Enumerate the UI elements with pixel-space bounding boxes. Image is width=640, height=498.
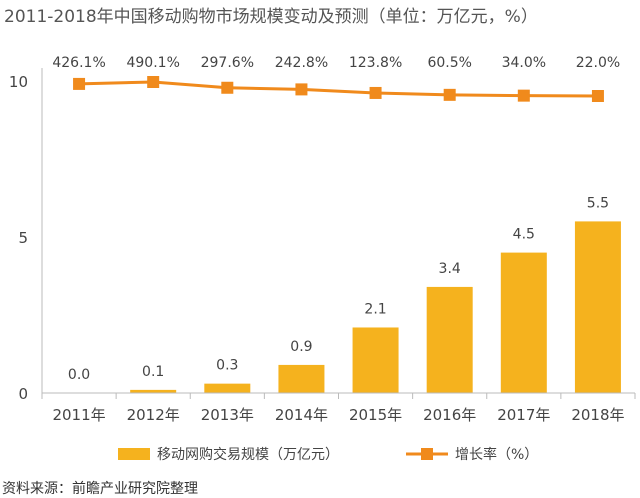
growth-rate-marker — [369, 86, 382, 99]
y-tick-label: 10 — [9, 73, 28, 91]
growth-rate-marker — [73, 77, 86, 90]
y-tick-label: 0 — [18, 385, 28, 403]
x-tick-label: 2013年 — [201, 406, 254, 424]
growth-rate-label: 490.1% — [126, 55, 179, 71]
bar — [574, 221, 621, 393]
growth-rate-marker — [295, 83, 308, 96]
bar — [204, 383, 251, 393]
growth-rate-label: 123.8% — [349, 55, 402, 71]
bar — [130, 389, 177, 393]
x-tick-label: 2016年 — [423, 406, 476, 424]
bar-value-label: 0.1 — [142, 364, 164, 380]
chart-title: 2011-2018年中国移动购物市场规模变动及预测（单位：万亿元，%） — [4, 7, 538, 27]
growth-rate-label: 242.8% — [275, 55, 328, 71]
bar — [278, 364, 325, 393]
x-tick-label: 2015年 — [349, 406, 402, 424]
bar — [352, 327, 399, 393]
x-tick-label: 2017年 — [497, 406, 550, 424]
growth-rate-label: 426.1% — [52, 55, 105, 71]
legend-line-marker — [421, 448, 433, 460]
growth-rate-label: 22.0% — [576, 55, 620, 71]
growth-rate-marker — [591, 90, 604, 102]
x-tick-label: 2018年 — [571, 406, 624, 424]
growth-rate-marker — [517, 89, 530, 102]
growth-rate-label: 297.6% — [201, 55, 254, 71]
growth-rate-label: 34.0% — [502, 55, 546, 71]
bar-value-label: 2.1 — [364, 301, 386, 317]
growth-rate-line — [79, 80, 598, 98]
growth-rate-marker — [443, 88, 456, 101]
legend-line-label: 增长率（%） — [455, 446, 538, 463]
bar — [426, 286, 473, 393]
x-tick-label: 2011年 — [52, 406, 105, 424]
growth-rate-label: 60.5% — [427, 55, 471, 71]
source-note: 资料来源：前瞻产业研究院整理 — [2, 481, 198, 497]
bar-value-label: 4.5 — [513, 227, 535, 243]
bar — [500, 252, 547, 393]
bar-value-label: 0.9 — [290, 339, 312, 355]
bar-value-label: 3.4 — [439, 261, 461, 277]
growth-rate-marker — [221, 81, 234, 94]
y-tick-label: 5 — [18, 229, 28, 247]
growth-rate-marker — [147, 76, 160, 88]
legend-bar-swatch — [118, 448, 150, 460]
x-tick-label: 2014年 — [275, 406, 328, 424]
bar-value-label: 0.0 — [68, 367, 90, 383]
bar-value-label: 5.5 — [587, 195, 609, 211]
legend-bar-label: 移动网购交易规模（万亿元） — [157, 446, 339, 463]
bar-value-label: 0.3 — [216, 358, 238, 374]
x-tick-label: 2012年 — [127, 406, 180, 424]
legend: 移动网购交易规模（万亿元） 增长率（%） — [118, 446, 538, 463]
